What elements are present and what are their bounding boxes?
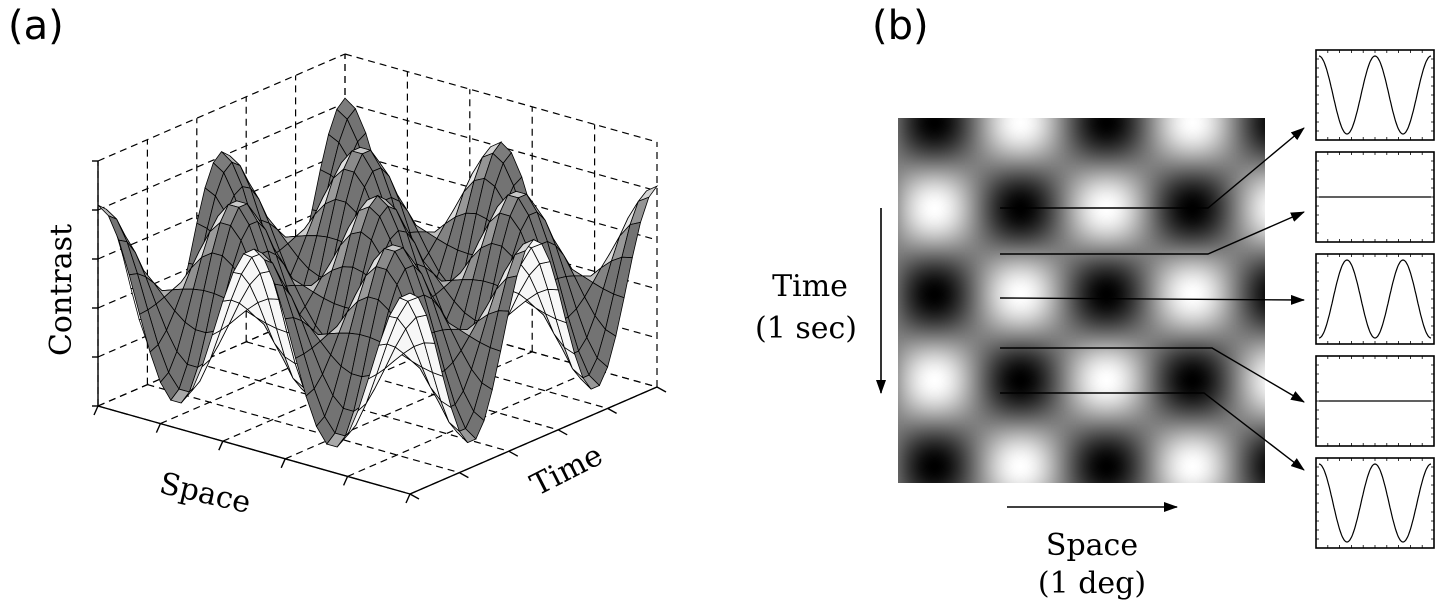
slice-arrow-1 bbox=[1000, 127, 1305, 209]
slice-arrow-3 bbox=[999, 294, 1305, 305]
contrast-surface bbox=[97, 97, 659, 448]
slice-traces bbox=[999, 49, 1435, 549]
axis-ticks bbox=[92, 160, 667, 504]
panel-b-label: (b) bbox=[872, 3, 929, 49]
slice-arrow-2 bbox=[1000, 211, 1305, 255]
trace-waveform-3 bbox=[1318, 259, 1432, 339]
trace-waveform-5 bbox=[1318, 463, 1432, 543]
slice-arrow-5 bbox=[1000, 392, 1305, 471]
trace-box-3 bbox=[1315, 253, 1435, 345]
space-axis-label: Space bbox=[1045, 528, 1139, 563]
time-axis-label: Time bbox=[772, 269, 848, 304]
slice-arrow-4 bbox=[1000, 347, 1305, 403]
space-axis-unit: (1 deg) bbox=[1037, 566, 1147, 601]
panel-a-label: (a) bbox=[8, 3, 64, 49]
time-axis-unit: (1 sec) bbox=[755, 311, 857, 346]
trace-waveform-1 bbox=[1318, 55, 1432, 135]
spacetime-image bbox=[898, 118, 1265, 483]
trace-box-1 bbox=[1315, 49, 1435, 141]
trace-box-5 bbox=[1315, 457, 1435, 549]
